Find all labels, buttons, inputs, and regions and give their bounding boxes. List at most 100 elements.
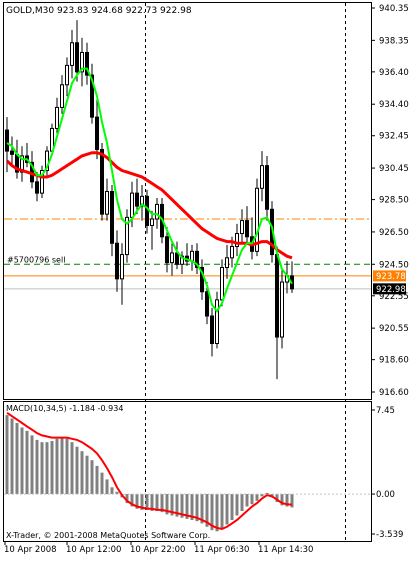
- candle: [265, 155, 269, 221]
- candle-body: [20, 155, 24, 173]
- candle: [115, 230, 119, 292]
- candle-body: [115, 242, 119, 280]
- candle-body: [130, 192, 134, 218]
- candle: [5, 117, 9, 173]
- candle: [275, 246, 279, 380]
- candle-body: [70, 42, 74, 66]
- candle-body: [215, 299, 219, 344]
- macd-bar: [35, 439, 39, 495]
- macd-signal-line: [6, 411, 293, 531]
- candle-body: [10, 150, 14, 155]
- candle: [65, 57, 69, 97]
- candle: [165, 227, 169, 273]
- candle-body: [175, 252, 179, 265]
- time-axis-label: 10 Apr 12:00: [66, 545, 121, 555]
- macd-bar: [170, 494, 174, 516]
- macd-bar: [230, 494, 234, 521]
- candle: [35, 172, 39, 202]
- macd-bar: [250, 494, 254, 505]
- price-axis-label: 922.55: [379, 292, 409, 302]
- price-axis-label: 924.50: [379, 260, 409, 270]
- time-axis: 10 Apr 2008 10 Apr 12:00 10 Apr 22:00 11 Ap…: [4, 541, 313, 555]
- candle-body: [235, 233, 239, 247]
- candle: [45, 146, 49, 176]
- macd-bar: [215, 494, 219, 532]
- candle-body: [275, 254, 279, 338]
- macd-bar: [90, 460, 94, 495]
- macd-bar: [265, 492, 269, 495]
- macd-bar: [195, 494, 199, 522]
- fast-moving-average: [6, 67, 293, 313]
- candle-body: [210, 315, 214, 344]
- candle: [140, 185, 144, 221]
- candle: [135, 178, 139, 215]
- candle: [235, 223, 239, 257]
- macd-bar: [80, 451, 84, 495]
- price-axis: 940.35 938.35 936.40 934.40 932.45 930.45 928.…: [371, 4, 409, 398]
- price-axis-label: 928.50: [379, 196, 409, 206]
- macd-bar: [5, 415, 9, 495]
- candle-body: [255, 187, 259, 252]
- candle-body: [75, 42, 79, 73]
- period-separators: [145, 3, 346, 541]
- candle-body: [265, 165, 269, 210]
- candle: [225, 244, 229, 279]
- candle: [60, 75, 64, 114]
- candle: [290, 261, 294, 293]
- time-axis-label: 11 Apr 14:30: [258, 545, 313, 555]
- macd-histogram: [5, 415, 294, 532]
- candle-body: [90, 74, 94, 118]
- candle: [280, 267, 284, 349]
- macd-bar: [160, 494, 164, 513]
- macd-bar: [85, 455, 89, 495]
- candle-body: [35, 181, 39, 194]
- candle-body: [100, 148, 104, 215]
- candle-body: [110, 191, 114, 244]
- candle-body: [220, 267, 224, 301]
- macd-bar: [125, 494, 129, 504]
- candle: [220, 259, 224, 307]
- macd-bar: [205, 494, 209, 527]
- macd-bar: [65, 438, 69, 495]
- candle: [245, 206, 249, 244]
- candle-body: [280, 281, 284, 338]
- macd-bar: [15, 422, 19, 495]
- candle-body: [155, 203, 159, 220]
- candle: [90, 63, 94, 124]
- macd-bar: [30, 435, 34, 495]
- candle: [180, 251, 184, 274]
- candles: [5, 20, 294, 380]
- macd-bar: [135, 494, 139, 509]
- macd-bar: [255, 494, 259, 501]
- price-axis-label: 930.45: [379, 164, 409, 174]
- macd-bar: [245, 494, 249, 507]
- candle-body: [195, 250, 199, 269]
- macd-axis-label: 7.45: [376, 406, 395, 416]
- candle: [40, 165, 44, 198]
- candle-body: [140, 195, 144, 207]
- candle-body: [190, 250, 194, 262]
- current-price-tag-text: 922.98: [376, 285, 406, 295]
- macd-bar: [130, 494, 134, 507]
- price-axis-label: 940.35: [379, 4, 409, 14]
- macd-bar: [280, 494, 284, 506]
- price-axis-label: 934.40: [379, 100, 409, 110]
- candle: [250, 217, 254, 260]
- candle: [75, 20, 79, 82]
- candle-body: [65, 64, 69, 86]
- candle-body: [260, 165, 264, 189]
- candle-body: [145, 195, 149, 226]
- macd-bar: [50, 441, 54, 495]
- macd-axis-label: 0.00: [376, 490, 395, 500]
- candle-body: [150, 218, 154, 226]
- candle: [70, 29, 74, 79]
- candle-body: [125, 216, 129, 256]
- macd-bar: [290, 494, 294, 508]
- time-axis-label: 11 Apr 06:30: [194, 545, 249, 555]
- order-line-label: #5700796 sell: [7, 255, 65, 264]
- level-price-tag: 923.78: [373, 270, 406, 282]
- slow-moving-average: [5, 151, 293, 260]
- candle-body: [230, 245, 234, 259]
